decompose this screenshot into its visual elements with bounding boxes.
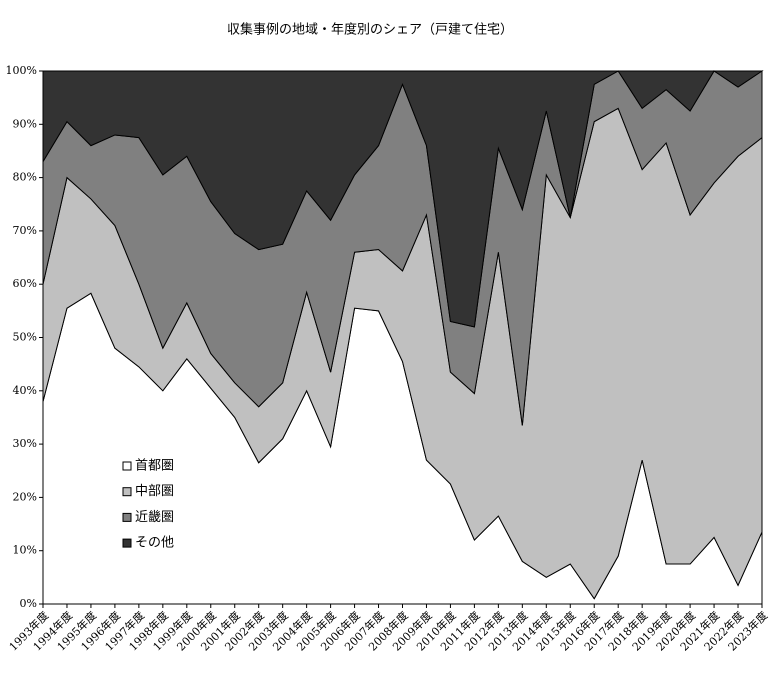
legend-swatch [122,512,132,522]
legend-swatch [122,487,132,497]
y-tick-label: 10% [13,544,37,557]
legend-label: その他 [135,536,174,551]
y-tick-label: 70% [13,224,37,237]
y-tick-label: 100% [6,64,37,77]
y-tick-label: 80% [13,171,37,184]
y-tick-label: 60% [13,277,37,290]
y-tick-label: 30% [13,437,37,450]
legend-label: 近畿圏 [135,510,174,525]
y-tick-label: 20% [13,490,37,503]
legend-label: 中部圏 [135,484,174,499]
y-tick-label: 50% [13,331,37,344]
chart-title: 収集事例の地域・年度別のシェア（戸建て住宅） [227,22,513,38]
y-tick-label: 40% [13,384,37,397]
y-tick-label: 0% [20,597,37,610]
y-tick-label: 90% [13,117,37,130]
legend-label: 首都圏 [135,459,174,474]
legend-swatch [122,461,132,471]
legend-swatch [122,538,132,548]
